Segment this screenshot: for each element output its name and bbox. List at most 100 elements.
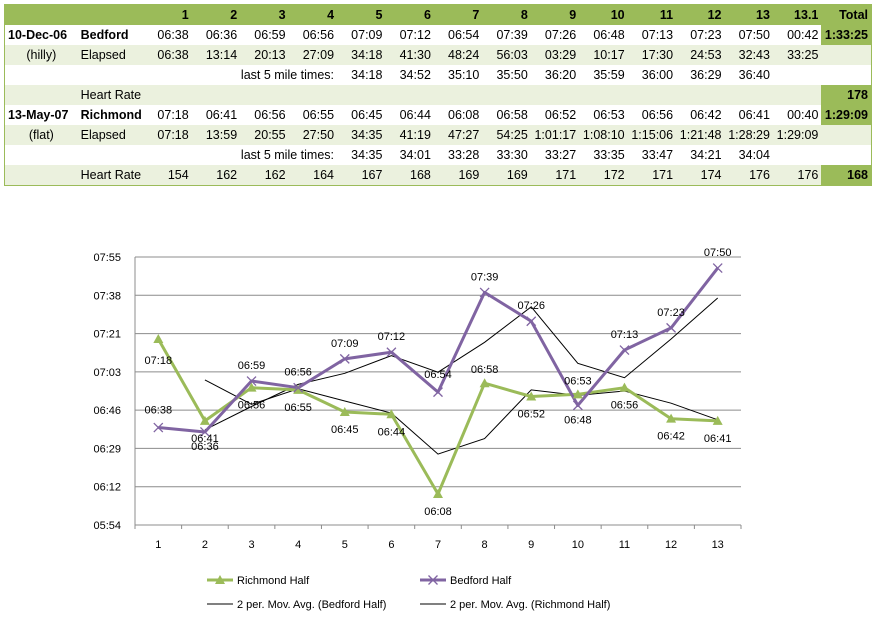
bedford-hr-3 [240,85,289,105]
bedford-point [572,400,583,411]
bedford-hr-11 [627,85,677,105]
bedford-data-label: 07:50 [704,247,732,259]
bedford-data-label: 06:56 [284,367,312,379]
richmond-point [479,378,490,388]
richmond-split-14: 00:40 [787,108,819,122]
bedford-elapsed-9: 03:29 [530,45,580,65]
y-tick-label: 07:38 [93,290,121,302]
y-tick-label: 05:54 [93,520,121,532]
y-tick-label: 07:03 [93,367,121,379]
bedford-point [199,427,210,437]
header-mile-11: 11 [627,5,677,25]
bedford-split-9: 07:26 [544,28,577,42]
richmond-last5-6: 33:35 [593,148,625,162]
richmond-elapsed-row: (flat) Elapsed 07:18 13:59 20:55 27:50 34:35 41… [5,125,871,145]
legend-bedford-moving-avg-label: 2 per. Mov. Avg. (Bedford Half) [237,599,386,611]
richmond-split-5: 06:45 [351,108,383,122]
bedford-hr-label: Heart Rate [77,85,143,105]
richmond-elapsed-4: 27:50 [288,125,338,145]
richmond-elapsed-13: 1:28:29 [724,125,773,145]
richmond-data-label: 06:41 [704,433,732,445]
x-tick-label: 10 [572,539,584,551]
richmond-point [293,384,304,394]
richmond-hr-1: 154 [142,165,192,185]
richmond-split-6: 06:44 [399,108,431,122]
bedford-hr-10 [579,85,628,105]
bedford-split-11: 07:13 [641,28,674,42]
bedford-point [339,353,350,364]
header-mile-10: 10 [579,5,628,25]
legend-richmond-label: Richmond Half [237,575,310,587]
richmond-elapsed-2: 13:59 [191,125,241,145]
richmond-data-label: 07:18 [145,355,173,367]
richmond-split-8: 06:58 [496,108,528,122]
bedford-hr-6 [385,85,434,105]
bedford-hr-12 [676,85,725,105]
bedford-point [479,287,490,298]
bedford-elapsed-1: 06:38 [142,45,192,65]
richmond-data-label: 06:45 [331,424,359,436]
bedford-data-label: 06:48 [564,414,592,426]
bedford-hr-row: Heart Rate 178 [5,85,871,105]
richmond-hr-8: 169 [482,165,531,185]
bedford-terrain: (hilly) [5,45,78,65]
bedford-hr-1 [142,85,192,105]
bedford-hr-14 [772,85,822,105]
legend-bedford-label: Bedford Half [450,575,512,587]
richmond-point [433,488,443,498]
x-tick-label: 12 [665,539,677,551]
richmond-hr-3: 162 [240,165,289,185]
bedford-hr-8 [482,85,531,105]
richmond-hr-10: 172 [579,165,628,185]
x-tick-label: 13 [712,539,724,551]
richmond-split-11: 06:56 [641,108,674,122]
bedford-point [619,345,630,355]
richmond-last5-2: 34:01 [399,148,431,162]
header-mile-13: 13 [724,5,773,25]
bedford-hr-5 [337,85,386,105]
richmond-split-4: 06:55 [302,108,335,122]
bedford-last5-1: 34:18 [351,68,383,82]
bedford-last5-label: last 5 mile times: [240,68,335,82]
richmond-last5-1: 34:35 [351,148,383,162]
richmond-elapsed-label: Elapsed [77,125,143,145]
bedford-elapsed-14: 33:25 [772,45,822,65]
richmond-hr-6: 168 [385,165,434,185]
richmond-point [199,415,210,425]
richmond-hr-11: 171 [627,165,677,185]
richmond-elapsed-1: 07:18 [142,125,192,145]
header-mile-2: 2 [191,5,241,25]
bedford-data-label: 06:59 [238,360,266,372]
richmond-point [339,407,350,417]
richmond-split-10: 06:53 [593,108,625,122]
bedford-data-label: 07:09 [331,338,359,350]
richmond-data-label: 06:58 [471,364,499,376]
richmond-last5-3: 33:28 [448,148,480,162]
bedford-hr-13 [724,85,773,105]
bedford-data-label: 07:39 [471,271,499,283]
header-mile-7: 7 [433,5,483,25]
x-tick-label: 5 [342,539,348,551]
bedford-hr-7 [433,85,483,105]
bedford-split-13: 07:50 [738,28,770,42]
bedford-data-label: 07:13 [611,329,639,341]
bedford-last5-row: last 5 mile times: 34:18 34:52 35:10 35:50 36… [5,65,871,85]
richmond-point [572,389,583,399]
richmond-hr-7: 169 [433,165,483,185]
bedford-splits-row: 10-Dec-06 Bedford 06:38 06:36 06:59 06:56 07:0… [5,25,871,45]
bedford-date: 10-Dec-06 [8,28,68,42]
y-tick-label: 07:21 [93,329,121,341]
bedford-elapsed-end [821,45,871,65]
bedford-split-12: 07:23 [690,28,722,42]
bedford-elapsed-label: Elapsed [77,45,143,65]
richmond-point [153,333,164,343]
x-tick-label: 2 [202,539,208,551]
richmond-data-label: 06:55 [284,402,312,414]
header-total: Total [821,5,871,25]
richmond-hr-12: 174 [676,165,725,185]
bedford-split-8: 07:39 [496,28,528,42]
y-tick-label: 06:12 [93,482,121,494]
bedford-split-4: 06:56 [302,28,335,42]
x-tick-label: 9 [528,539,534,551]
header-mile-12: 12 [676,5,725,25]
